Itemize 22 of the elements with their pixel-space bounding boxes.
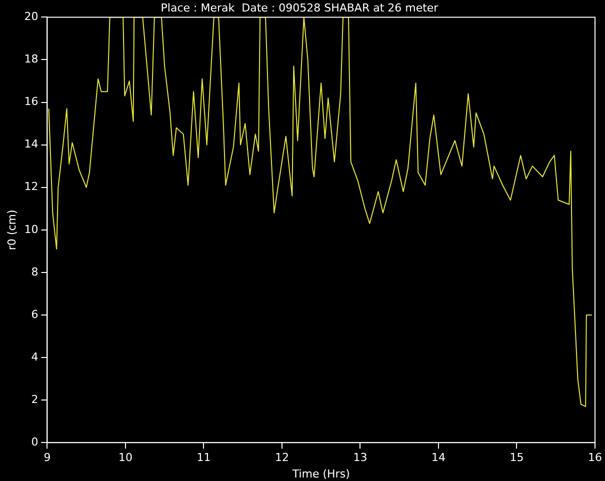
y-axis-title: r0 (cm) — [5, 210, 18, 250]
y-tick-label: 18 — [24, 52, 38, 66]
y-tick-label: 16 — [24, 95, 38, 108]
x-tick-label: 14 — [431, 451, 446, 464]
y-tick-label: 6 — [31, 308, 38, 321]
y-tick-label: 12 — [24, 180, 38, 194]
y-tick-label: 14 — [24, 138, 38, 151]
x-tick-label: 16 — [588, 451, 602, 464]
x-tick-label: 10 — [118, 451, 132, 464]
x-tick-label: 13 — [353, 451, 368, 464]
y-tick-label: 0 — [31, 435, 38, 448]
x-tick-label: 9 — [44, 451, 51, 464]
y-tick-label: 2 — [31, 392, 38, 406]
x-axis-title: Time (Hrs) — [291, 467, 350, 480]
y-tick-label: 10 — [24, 222, 38, 236]
x-tick-label: 11 — [196, 451, 211, 464]
x-tick-label: 12 — [274, 451, 289, 464]
x-tick-label: 15 — [510, 451, 524, 464]
y-tick-label: 8 — [31, 265, 38, 278]
y-tick-label: 4 — [31, 350, 38, 364]
y-tick-label: 20 — [24, 10, 38, 24]
chart-title: Place : Merak Date : 090528 SHABAR at 26 meter — [160, 1, 439, 14]
